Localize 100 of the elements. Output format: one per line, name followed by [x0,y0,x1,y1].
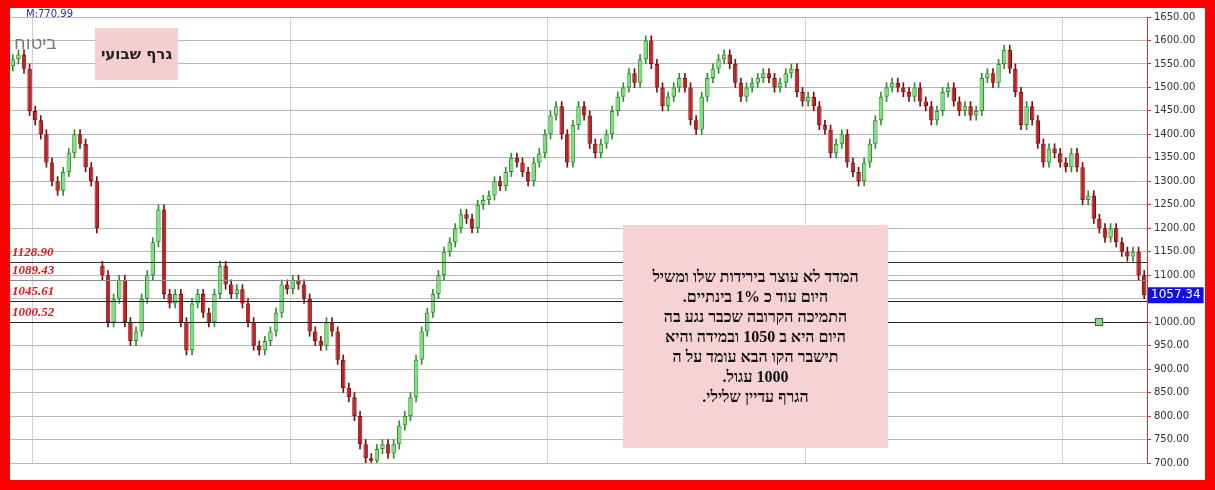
candlestick [531,157,536,187]
candlestick [576,101,581,130]
candlestick [324,317,329,351]
candlestick [475,199,480,234]
candlestick [783,68,788,88]
y-tick-label: 1500.00 [1154,81,1196,93]
candlestick [279,279,284,318]
candlestick [593,138,598,159]
candlestick [156,204,161,248]
candlestick [425,307,430,337]
candlestick [307,293,312,337]
y-tick-label: 1450.00 [1154,104,1196,116]
candlestick [845,129,850,168]
candlestick [1024,101,1029,130]
candlestick [755,73,760,88]
candlestick [464,209,469,224]
candlestick [447,237,452,257]
candlestick [901,82,906,98]
candlestick [548,110,553,140]
candlestick [111,293,116,328]
candlestick [44,129,49,168]
text: ביטוח [14,32,57,53]
candlestick [716,54,721,74]
text: 1057.34 [1151,287,1201,302]
candlestick [335,326,340,365]
candlestick [957,96,962,116]
candlestick [643,35,648,65]
candlestick [369,453,374,463]
annotation: M:770.99 [26,8,73,19]
candlestick [83,138,88,173]
candlestick [800,87,805,107]
candlestick [705,73,710,102]
candlestick [184,317,189,356]
candlestick [761,68,766,84]
candlestick [481,195,486,210]
candlestick [856,166,861,187]
candlestick [559,101,564,140]
candlestick [503,166,508,192]
candlestick [873,115,878,149]
candlestick [968,101,973,121]
candlestick [604,129,609,149]
candlestick [223,260,228,290]
candlestick [1041,138,1046,168]
candlestick [212,288,217,328]
y-tick-label: 800.00 [1154,409,1189,421]
candlestick [1136,246,1141,281]
candlestick [1097,213,1102,234]
candlestick [996,58,1001,88]
candlestick [688,82,693,126]
candlestick [1080,162,1085,206]
candlestick [699,91,704,135]
candlestick [352,392,357,422]
candlestick [55,176,60,196]
candlestick [391,439,396,459]
note-box: המדד לא עוצר בירידות שלו ומשיל היום עוד כ 1% בינתיים. התמיכה הקרובה שכבר נגע בה היום היא ב 1050 ובמידה והיא תישבר הקו הבא עומד על ה 1000 עגול. הגרף עדיין שלילי. [623,225,888,448]
ref-line-label: 1128.90 [12,244,55,260]
candlestick [27,63,32,116]
candlestick [408,392,413,422]
candlestick [128,317,133,346]
candlestick [139,293,144,337]
candlestick [1052,143,1057,159]
candlestick [615,91,620,116]
y-tick-label: 1350.00 [1154,151,1196,163]
candlestick [632,68,637,88]
candlestick [1108,223,1113,243]
candlestick [240,284,245,309]
candlestick [100,260,105,281]
text: גרף שבועי [95,28,178,80]
candlestick [621,82,626,102]
candlestick [520,157,525,177]
y-tick-label: 950.00 [1154,339,1189,351]
y-tick-label: 1150.00 [1154,245,1196,257]
candlestick [733,58,738,88]
ref-line-label: 1045.61 [12,283,55,299]
candlestick [660,82,665,112]
candlestick [565,129,570,168]
candlestick [985,68,990,84]
candlestick [1013,63,1018,98]
candlestick [268,326,273,346]
candlestick [397,420,402,450]
ref-line-label: 1000.52 [12,304,55,320]
candlestick [677,73,682,93]
candlestick [453,223,458,248]
candlestick [929,101,934,126]
candlestick [436,270,441,300]
ref-line-label: 1089.43 [12,262,55,278]
y-tick-label: 1200.00 [1154,221,1196,233]
y-tick-label: 1250.00 [1154,198,1196,210]
y-tick-label: 1000.00 [1154,315,1196,327]
candlestick [817,101,822,130]
candlestick [363,439,368,463]
candlestick [419,326,424,365]
candlestick [940,87,945,116]
y-tick-label: 750.00 [1154,433,1189,445]
candlestick [649,35,654,69]
candlestick [251,317,256,351]
candlestick [727,49,732,69]
candlestick [772,73,777,93]
candlestick [492,176,497,201]
candlestick [587,110,592,149]
